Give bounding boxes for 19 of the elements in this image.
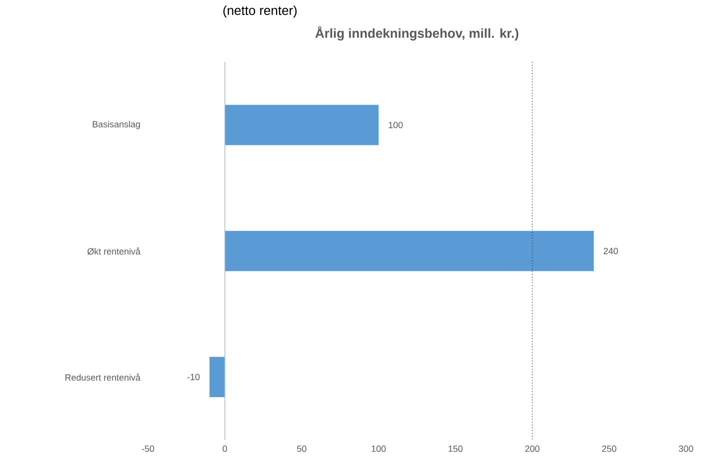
- x-tick-label: 250: [602, 446, 616, 452]
- bar: [224, 104, 379, 146]
- text: (netto renter): [223, 6, 297, 18]
- data-label: 100: [388, 122, 403, 128]
- data-label: -10: [187, 374, 200, 380]
- x-tick-label: 0: [222, 446, 228, 452]
- x-tick-label: 200: [525, 446, 540, 452]
- bar: [224, 230, 594, 272]
- y-tick-label: Redusert rentenivå: [65, 373, 140, 381]
- x-tick-label: 100: [372, 446, 386, 452]
- y-tick-label: Økt rentenivå: [87, 247, 140, 255]
- x-tick-label: 300: [678, 446, 694, 452]
- x-tick-label: 150: [448, 446, 463, 452]
- chart-title: Årlig inndekningsbehov, mill. kr.): [315, 26, 518, 41]
- y-tick-label: Basisanslag: [92, 120, 140, 130]
- data-label: 240: [604, 248, 618, 254]
- x-tick-label: -50: [142, 446, 154, 452]
- x-tick-label: 50: [297, 446, 306, 452]
- bar: [209, 356, 225, 398]
